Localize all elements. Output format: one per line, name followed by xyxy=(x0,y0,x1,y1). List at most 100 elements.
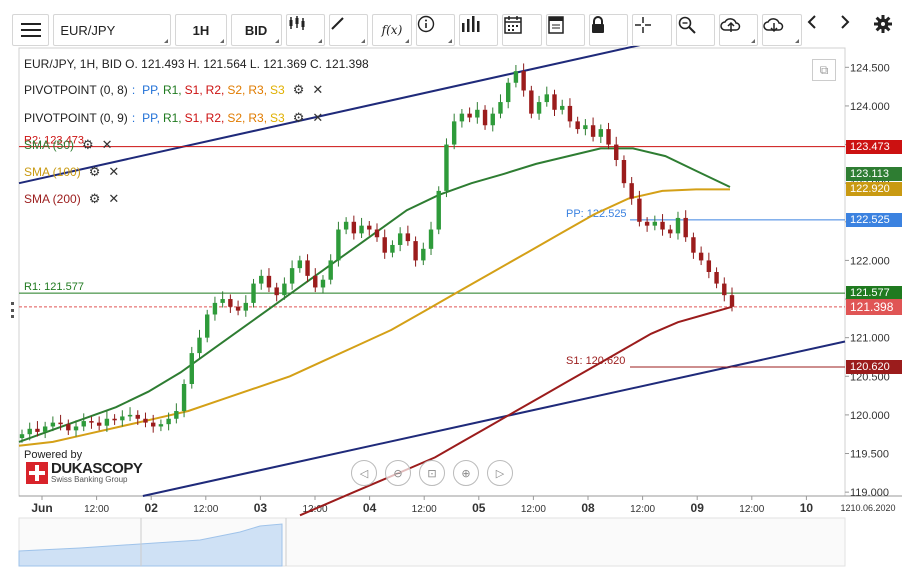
chevron-left-icon xyxy=(807,15,816,29)
x-tick-label: 08 xyxy=(581,501,595,515)
candle-body xyxy=(42,426,48,432)
candle-body xyxy=(212,302,218,315)
close-icon[interactable]: ✕ xyxy=(108,191,120,206)
x-tick-label: 05 xyxy=(472,501,486,515)
gear-icon[interactable]: ⚙ xyxy=(82,137,94,152)
candle-body xyxy=(120,416,125,421)
candle-body xyxy=(313,275,318,288)
lock-button[interactable] xyxy=(588,14,629,46)
close-icon[interactable]: ✕ xyxy=(101,137,113,152)
fit-icon[interactable]: ⊡ xyxy=(419,460,445,486)
drag-handle-icon[interactable] xyxy=(11,302,14,318)
swiss-cross-icon xyxy=(26,462,48,484)
expand-icon[interactable]: ⧉ xyxy=(812,59,836,81)
calendar-button[interactable] xyxy=(502,14,542,46)
bar-chart-icon xyxy=(461,16,480,32)
candle-body xyxy=(421,248,426,261)
sma100-line xyxy=(18,188,730,447)
candle-body xyxy=(428,229,434,249)
zoom-out-icon[interactable]: ⊖ xyxy=(385,460,411,486)
download-cloud-icon xyxy=(763,18,784,33)
candle-body xyxy=(560,105,565,110)
x-tick-label: 10 xyxy=(800,501,814,515)
report-icon xyxy=(547,16,564,34)
x-tick-label: 12:00 xyxy=(630,504,655,515)
x-end-label: 1210.06.2020 xyxy=(840,503,895,513)
candle-body xyxy=(544,94,549,103)
zoom-button[interactable] xyxy=(675,14,715,46)
next-button[interactable] xyxy=(839,14,869,46)
scroll-left-icon[interactable]: ◁ xyxy=(351,460,377,486)
price-chart[interactable]: 124.500124.000123.500123.000122.500122.0… xyxy=(0,46,904,568)
navigator-area xyxy=(18,523,283,567)
x-tick-label: 02 xyxy=(145,501,159,515)
candle-body xyxy=(266,275,272,288)
gear-icon[interactable]: ⚙ xyxy=(292,82,305,97)
zoom-in-icon[interactable]: ⊕ xyxy=(453,460,479,486)
side-label: BID xyxy=(244,22,268,38)
pivot-item: PP, xyxy=(142,111,160,125)
candle-type-button[interactable] xyxy=(285,14,325,46)
powered-by: Powered by xyxy=(24,449,83,461)
gear-icon[interactable]: ⚙ xyxy=(88,164,101,179)
pivot-label-r2: R2: 123.473 xyxy=(24,135,84,147)
sma100-label: SMA (100) xyxy=(24,165,81,179)
sma200-label: SMA (200) xyxy=(24,192,81,206)
candle-body xyxy=(575,121,580,130)
logo-name: DUKASCOPY xyxy=(51,460,143,477)
zoom-icon xyxy=(678,16,696,34)
candle-body xyxy=(205,314,210,338)
indicators-button[interactable] xyxy=(458,14,499,46)
close-icon[interactable]: ✕ xyxy=(312,110,324,125)
price-tag-r1: 121.577 xyxy=(846,286,902,301)
x-tick-label: 09 xyxy=(691,501,705,515)
chart-area[interactable]: 124.500124.000123.500123.000122.500122.0… xyxy=(0,46,904,568)
x-tick-label: 04 xyxy=(363,501,377,515)
candle-body xyxy=(513,71,519,83)
y-tick-label: 122.000 xyxy=(850,255,890,267)
trendline xyxy=(18,46,641,185)
candle-body xyxy=(197,337,202,354)
price-tag: 122.920 xyxy=(846,182,902,197)
close-icon[interactable]: ✕ xyxy=(312,82,324,97)
x-tick-label: 12:00 xyxy=(521,504,546,515)
report-button[interactable] xyxy=(545,14,585,46)
candle-body xyxy=(66,424,71,431)
candle-body xyxy=(451,121,457,145)
ohlc-header: EUR/JPY, 1H, BID O. 121.493 H. 121.564 L… xyxy=(24,57,369,71)
gear-icon xyxy=(873,15,892,33)
prev-button[interactable] xyxy=(805,14,836,46)
legend-sma50: SMA (50) ⚙ ✕ xyxy=(24,137,113,153)
crosshair-button[interactable] xyxy=(632,14,672,46)
interval-select[interactable]: 1H xyxy=(175,14,227,46)
candle-body xyxy=(459,113,465,122)
side-select[interactable]: BID xyxy=(230,14,282,46)
candle-body xyxy=(644,221,650,226)
symbol-select[interactable]: EUR/JPY xyxy=(53,14,172,46)
pivot1-label: PIVOTPOINT (0, 8) xyxy=(24,83,128,97)
candle-body xyxy=(490,113,495,126)
candle-body xyxy=(529,90,534,114)
candle-body xyxy=(135,414,140,419)
sma200-line xyxy=(299,305,733,517)
candle-body xyxy=(536,102,542,114)
gear-icon[interactable]: ⚙ xyxy=(88,191,101,206)
draw-button[interactable] xyxy=(328,14,369,46)
candle-body xyxy=(73,426,79,431)
lock-icon xyxy=(591,16,604,33)
candle-body xyxy=(112,418,117,421)
menu-button[interactable] xyxy=(12,14,50,46)
download-button[interactable] xyxy=(762,14,802,46)
info-icon xyxy=(417,15,434,33)
settings-button[interactable] xyxy=(872,14,902,46)
function-button[interactable]: f(x) xyxy=(372,14,412,46)
scroll-right-icon[interactable]: ▷ xyxy=(487,460,513,486)
upload-button[interactable] xyxy=(718,14,759,46)
info-button[interactable] xyxy=(415,14,455,46)
candle-body xyxy=(343,221,349,230)
gear-icon[interactable]: ⚙ xyxy=(292,110,305,125)
candle-body xyxy=(482,109,488,126)
legend-pivot-2: PIVOTPOINT (0, 9) : PP, R1, S1, R2, S2, R3, S3… xyxy=(24,110,323,126)
close-icon[interactable]: ✕ xyxy=(108,164,120,179)
candle-body xyxy=(297,260,303,269)
